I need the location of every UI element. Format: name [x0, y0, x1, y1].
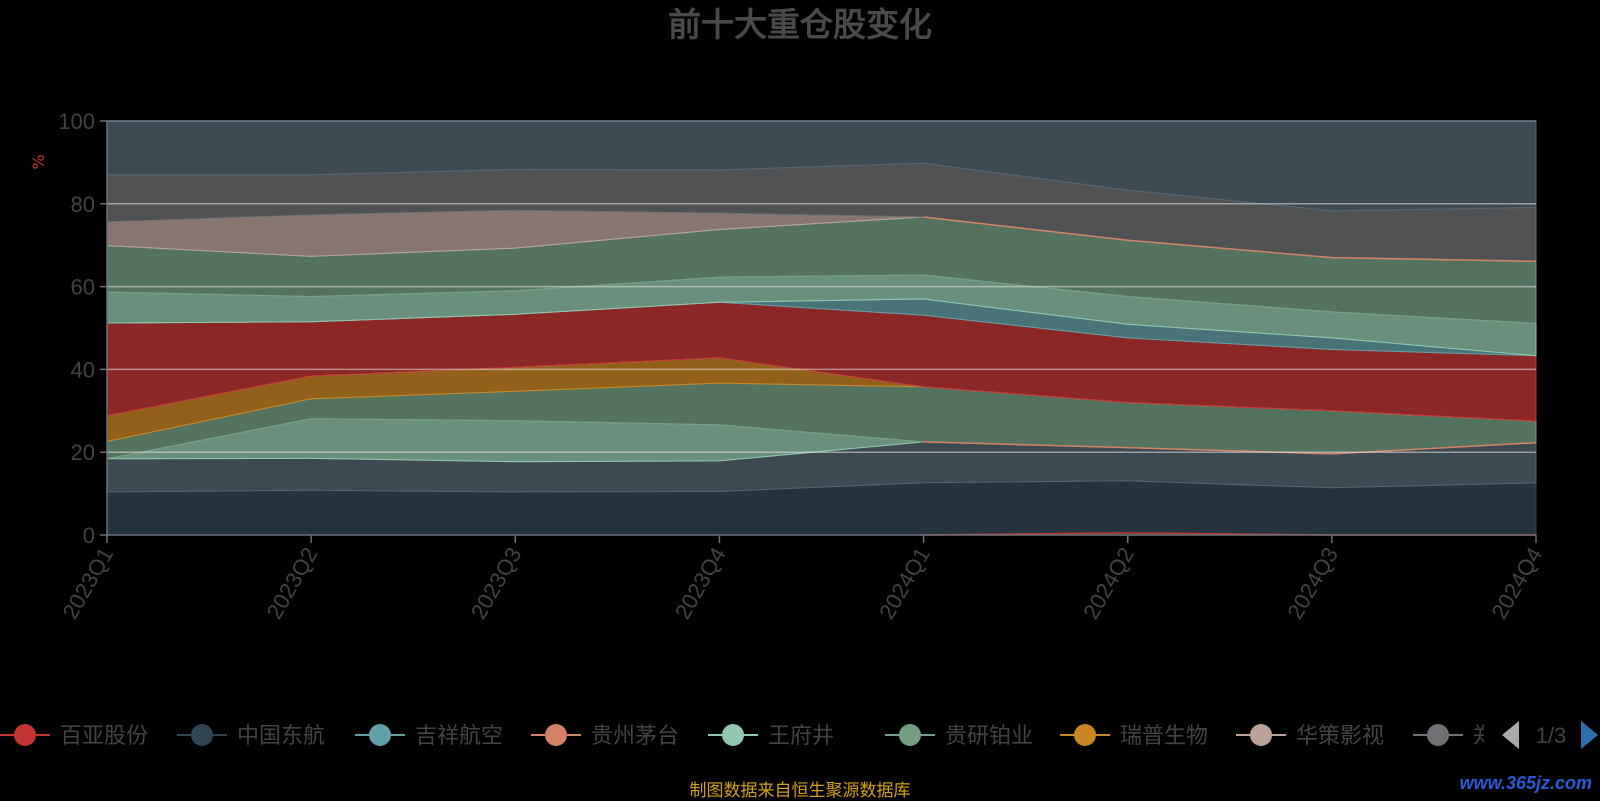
- legend-marker: [1250, 724, 1272, 746]
- legend-item: 郑: [1413, 724, 1495, 749]
- legend-item: 百亚股份: [0, 724, 148, 749]
- y-tick-label: 60: [71, 275, 95, 300]
- legend: 百亚股份 中国东航 吉祥航空 贵州茅台 王府井 贵研铂业 瑞普生物 华策影视 郑 1/3: [0, 721, 1598, 749]
- legend-label: 华策影视: [1296, 724, 1384, 749]
- legend-next-arrow-icon[interactable]: [1581, 721, 1598, 749]
- legend-items: 百亚股份 中国东航 吉祥航空 贵州茅台 王府井 贵研铂业 瑞普生物 华策影视 郑: [0, 724, 1495, 749]
- legend-marker: [722, 724, 744, 746]
- y-tick-label: 0: [83, 523, 95, 548]
- legend-label: 吉祥航空: [415, 724, 503, 749]
- x-tick-label: 2024Q2: [1078, 543, 1139, 623]
- chart-title: 前十大重仓股变化: [668, 5, 932, 44]
- y-tick-label: 100: [58, 109, 95, 134]
- y-tick-label: 80: [71, 192, 95, 217]
- grid-lines: [107, 120, 1536, 453]
- series-line-2: [923, 216, 1537, 263]
- x-tick-label: 2023Q1: [57, 543, 118, 623]
- legend-marker: [545, 724, 567, 746]
- data-source-note: 制图数据来自恒生聚源数据库: [689, 781, 911, 801]
- legend-marker: [1427, 724, 1449, 746]
- x-tick-label: 2024Q3: [1282, 543, 1343, 623]
- legend-item: 瑞普生物: [1060, 724, 1208, 749]
- series-line-1: [923, 441, 1537, 455]
- legend-item: 中国东航: [177, 724, 325, 749]
- legend-page-indicator: 1/3: [1536, 723, 1567, 748]
- legend-item: 华策影视: [1236, 724, 1384, 749]
- y-tick-label: 20: [71, 440, 95, 465]
- legend-item: 王府井: [708, 724, 834, 749]
- legend-marker: [191, 724, 213, 746]
- legend-label: 贵州茅台: [591, 724, 679, 749]
- x-tick-label: 2024Q4: [1486, 543, 1547, 623]
- y-axis-label: %: [29, 154, 48, 169]
- legend-pager: 1/3: [1502, 721, 1598, 749]
- legend-item: 贵州茅台: [531, 724, 679, 749]
- watermark: www.365jz.com: [1459, 773, 1592, 793]
- legend-marker: [899, 724, 921, 746]
- x-tick-label: 2024Q1: [874, 543, 935, 623]
- legend-label: 郑: [1473, 724, 1495, 749]
- area-layers: [106, 120, 1537, 536]
- x-tick-label: 2023Q2: [262, 543, 323, 623]
- legend-item: 吉祥航空: [355, 724, 503, 749]
- legend-label: 贵研铂业: [945, 724, 1033, 749]
- legend-label: 中国东航: [237, 724, 325, 749]
- legend-marker: [1074, 724, 1096, 746]
- legend-label: 百亚股份: [60, 724, 148, 749]
- legend-label: 瑞普生物: [1120, 724, 1208, 749]
- x-tick-label: 2023Q3: [466, 543, 527, 623]
- legend-marker: [14, 724, 36, 746]
- legend-item: 贵研铂业: [885, 724, 1033, 749]
- x-tick-label: 2023Q4: [670, 543, 731, 623]
- legend-prev-arrow-icon[interactable]: [1502, 721, 1519, 749]
- legend-marker: [369, 724, 391, 746]
- y-tick-label: 40: [71, 357, 95, 382]
- legend-label: 王府井: [768, 724, 834, 749]
